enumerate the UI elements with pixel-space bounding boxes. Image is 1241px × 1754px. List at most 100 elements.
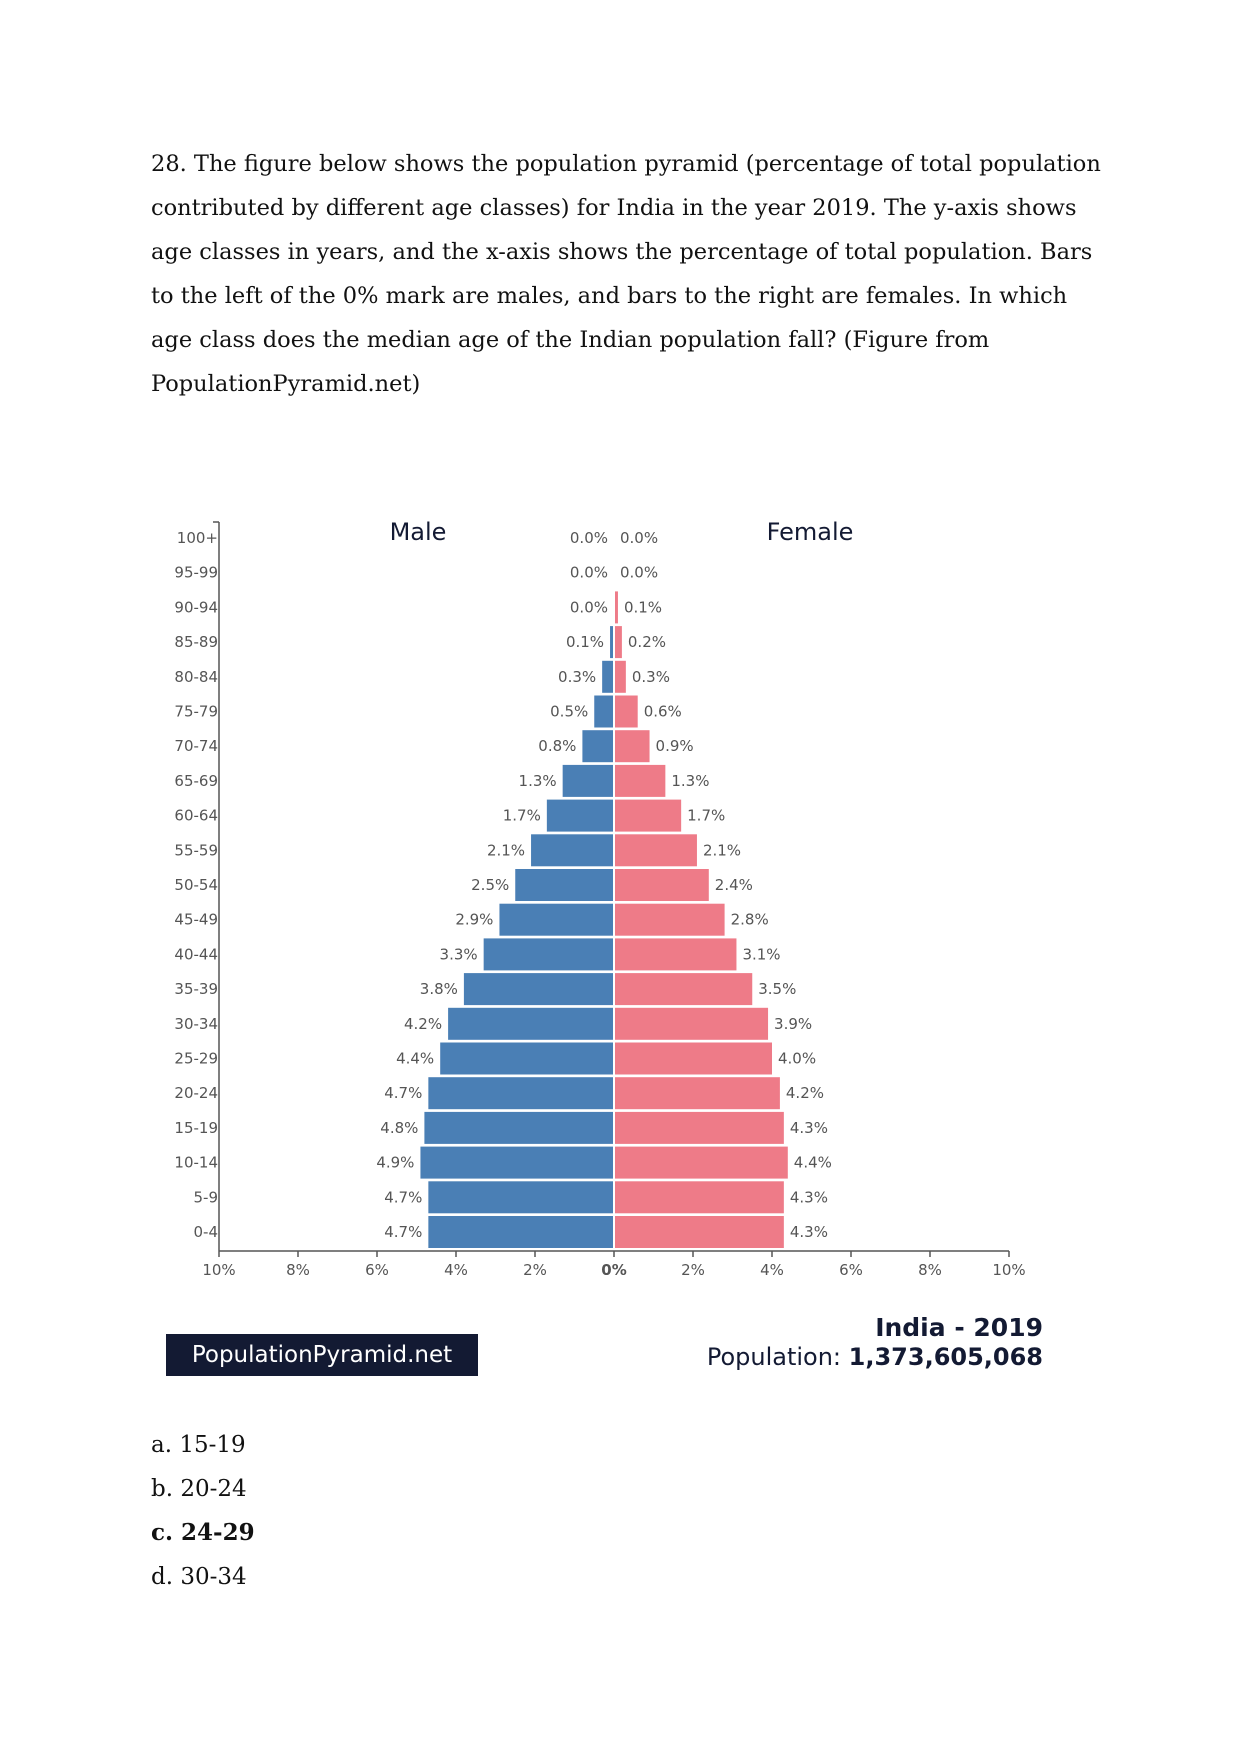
population-label: Population: bbox=[706, 1343, 842, 1371]
female-value-label: 2.1% bbox=[703, 841, 741, 859]
brand-logo: PopulationPyramid.net bbox=[166, 1334, 478, 1376]
age-class-label: 55-59 bbox=[174, 841, 218, 859]
male-value-label: 4.4% bbox=[396, 1050, 434, 1068]
answer-option-d[interactable]: d. 30-34 bbox=[151, 1564, 247, 1590]
female-value-label: 0.0% bbox=[620, 564, 658, 582]
female-bar bbox=[614, 1146, 788, 1179]
female-bar bbox=[614, 869, 709, 901]
age-class-label: 40-44 bbox=[174, 945, 218, 963]
x-tick-label: 6% bbox=[839, 1261, 863, 1279]
male-bar bbox=[546, 799, 614, 832]
x-tick-label: 2% bbox=[523, 1261, 547, 1279]
female-value-label: 3.9% bbox=[774, 1015, 812, 1033]
female-value-label: 2.4% bbox=[715, 876, 753, 894]
age-class-label: 100+ bbox=[177, 529, 218, 547]
male-bar bbox=[602, 660, 614, 693]
male-bar bbox=[463, 973, 614, 1006]
male-bar bbox=[428, 1077, 614, 1110]
male-bar bbox=[562, 764, 614, 797]
male-value-label: 0.3% bbox=[558, 668, 596, 686]
male-value-label: 0.0% bbox=[570, 529, 608, 547]
male-bar bbox=[582, 730, 614, 763]
male-value-label: 3.8% bbox=[420, 980, 458, 998]
female-bar bbox=[614, 1042, 772, 1075]
age-class-label: 30-34 bbox=[174, 1015, 218, 1033]
female-value-label: 1.7% bbox=[687, 807, 725, 825]
x-tick-label: 4% bbox=[444, 1261, 468, 1279]
male-value-label: 0.8% bbox=[538, 737, 576, 755]
age-class-label: 65-69 bbox=[174, 772, 218, 790]
male-bar bbox=[424, 1111, 614, 1144]
female-bar bbox=[614, 695, 638, 728]
male-value-label: 2.9% bbox=[455, 911, 493, 929]
female-bar bbox=[614, 1181, 784, 1214]
female-value-label: 0.6% bbox=[644, 703, 682, 721]
male-value-label: 0.0% bbox=[570, 564, 608, 582]
male-bar bbox=[499, 903, 614, 936]
x-tick-label: 4% bbox=[760, 1261, 784, 1279]
age-class-label: 75-79 bbox=[174, 703, 218, 721]
female-bar bbox=[614, 591, 618, 624]
male-value-label: 4.7% bbox=[384, 1084, 422, 1102]
age-class-label: 70-74 bbox=[174, 737, 218, 755]
male-title: Male bbox=[390, 518, 447, 546]
female-value-label: 0.9% bbox=[656, 737, 694, 755]
x-tick-label: 2% bbox=[681, 1261, 705, 1279]
female-value-label: 0.3% bbox=[632, 668, 670, 686]
female-value-label: 4.0% bbox=[778, 1050, 816, 1068]
male-value-label: 4.2% bbox=[404, 1015, 442, 1033]
age-class-label: 45-49 bbox=[174, 911, 218, 929]
male-value-label: 1.3% bbox=[519, 772, 557, 790]
female-bar bbox=[614, 626, 622, 659]
age-class-label: 35-39 bbox=[174, 980, 218, 998]
age-class-label: 60-64 bbox=[174, 807, 218, 825]
male-bar bbox=[428, 1181, 614, 1214]
female-value-label: 4.2% bbox=[786, 1084, 824, 1102]
answer-option-c[interactable]: c. 24-29 bbox=[151, 1519, 255, 1546]
male-value-label: 0.5% bbox=[550, 703, 588, 721]
x-tick-label: 0% bbox=[601, 1261, 626, 1279]
male-value-label: 0.0% bbox=[570, 598, 608, 616]
answer-option-b[interactable]: b. 20-24 bbox=[151, 1476, 247, 1502]
x-tick-label: 10% bbox=[202, 1261, 235, 1279]
male-bar bbox=[483, 938, 614, 971]
female-bar bbox=[614, 973, 753, 1006]
population-total: Population: 1,373,605,068 bbox=[707, 1343, 1043, 1371]
female-value-label: 4.3% bbox=[790, 1119, 828, 1137]
female-bar bbox=[614, 730, 650, 763]
answer-options: a. 15-19 b. 20-24 c. 24-29 d. 30-34 bbox=[151, 1423, 255, 1599]
female-value-label: 2.8% bbox=[731, 911, 769, 929]
question-text: 28. The figure below shows the populatio… bbox=[151, 142, 1111, 406]
age-class-label: 80-84 bbox=[174, 668, 218, 686]
x-tick-label: 8% bbox=[286, 1261, 310, 1279]
female-bar bbox=[614, 903, 725, 936]
female-bar bbox=[614, 1077, 780, 1110]
female-value-label: 4.4% bbox=[794, 1154, 832, 1172]
female-value-label: 1.3% bbox=[671, 772, 709, 790]
age-class-label: 10-14 bbox=[174, 1154, 218, 1172]
age-class-label: 5-9 bbox=[194, 1188, 219, 1206]
age-class-label: 25-29 bbox=[174, 1050, 218, 1068]
male-value-label: 4.7% bbox=[384, 1223, 422, 1241]
x-tick-label: 8% bbox=[918, 1261, 942, 1279]
male-value-label: 0.1% bbox=[566, 633, 604, 651]
female-value-label: 4.3% bbox=[790, 1223, 828, 1241]
male-value-label: 4.8% bbox=[380, 1119, 418, 1137]
female-bar bbox=[614, 799, 682, 832]
male-value-label: 1.7% bbox=[503, 807, 541, 825]
female-title: Female bbox=[767, 518, 854, 546]
male-bar bbox=[531, 834, 614, 867]
male-value-label: 2.5% bbox=[471, 876, 509, 894]
male-bar bbox=[440, 1042, 614, 1075]
labels-layer: 100+ 0.0% 0.0% 95-99 0.0% 0.0% 90-94 0.0% 0.1% 85… bbox=[174, 518, 853, 1241]
female-bar bbox=[614, 938, 737, 971]
age-class-label: 85-89 bbox=[174, 633, 218, 651]
male-bar bbox=[420, 1146, 614, 1179]
female-bar bbox=[614, 1216, 784, 1248]
country-year-title: India - 2019 bbox=[875, 1313, 1043, 1342]
answer-option-a[interactable]: a. 15-19 bbox=[151, 1432, 246, 1458]
male-value-label: 3.3% bbox=[440, 945, 478, 963]
age-class-label: 0-4 bbox=[194, 1223, 219, 1241]
female-value-label: 0.2% bbox=[628, 633, 666, 651]
